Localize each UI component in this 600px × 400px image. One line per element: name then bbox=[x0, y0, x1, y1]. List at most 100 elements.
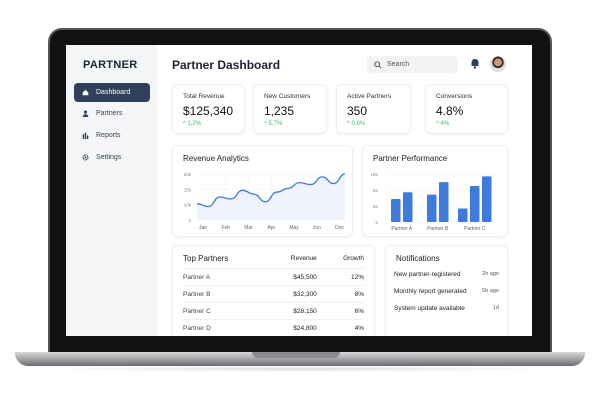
revenue-line-chart: 0 10k 15k 20k Jan Feb Mar Apr May Jun Doc bbox=[184, 172, 346, 231]
partner-name: Partner B bbox=[183, 290, 211, 298]
y-tick-label: 15k bbox=[184, 187, 192, 192]
top-partners-card: Top Partners Revenue Growth Partner A $4… bbox=[172, 245, 375, 336]
chart-title: Revenue Analytics bbox=[183, 154, 249, 163]
kpi-card: Conversions 4.8% ^ 4% bbox=[425, 84, 508, 134]
bar bbox=[439, 182, 449, 222]
home-icon bbox=[82, 89, 89, 96]
column-header-growth: Growth bbox=[343, 255, 365, 262]
kpi-card: Active Partners 350 ^ 0,6% bbox=[336, 84, 411, 134]
page-title: Partner Dashboard bbox=[172, 58, 281, 72]
kpi-label: Active Partners bbox=[347, 93, 392, 100]
laptop-base bbox=[15, 352, 585, 366]
notification-time: 5h ago bbox=[482, 288, 499, 294]
y-tick-label: 100 bbox=[370, 172, 378, 177]
search-placeholder: Search bbox=[387, 61, 410, 68]
bar-chart-icon bbox=[82, 132, 89, 139]
partner-growth: 12% bbox=[351, 273, 365, 281]
partner-revenue: $45,500 bbox=[293, 273, 317, 281]
partner-growth: 6% bbox=[354, 307, 365, 315]
bar bbox=[391, 198, 401, 222]
notification-item[interactable]: New partner-registered 2h ago bbox=[394, 271, 499, 278]
y-tick-label: 20k bbox=[184, 172, 192, 177]
notifications-title: Notifications bbox=[396, 254, 440, 263]
x-tick-label: Apr bbox=[267, 225, 275, 231]
bar bbox=[470, 186, 480, 222]
notification-item[interactable]: Monthly report generated 5h ago bbox=[394, 288, 499, 295]
kpi-delta: ^ 1,2% bbox=[183, 121, 202, 127]
partner-name: Partner D bbox=[183, 324, 211, 332]
revenue-analytics-card: Revenue Analytics 0 10k 15k 20k Jan Feb Mar Apr… bbox=[172, 145, 353, 237]
brand-logo: PARTNER bbox=[83, 59, 138, 71]
y-tick-label: 50 bbox=[373, 204, 379, 209]
partner-name: Partner C bbox=[183, 307, 211, 315]
kpi-value: 4.8% bbox=[436, 104, 464, 118]
bar bbox=[458, 208, 468, 222]
kpi-delta: ^ 4% bbox=[436, 121, 450, 127]
kpi-value: 1,235 bbox=[264, 104, 295, 118]
kpi-card: Total Revenue $125,340 ^ 1,2% bbox=[172, 84, 245, 134]
x-tick-label: Partner A bbox=[391, 226, 413, 232]
kpi-label: Conversions bbox=[436, 93, 473, 100]
sidebar-item-partners[interactable]: Partners bbox=[74, 104, 150, 123]
bar bbox=[482, 176, 492, 222]
kpi-label: New Customers bbox=[264, 93, 311, 100]
bar bbox=[403, 192, 413, 222]
gear-icon bbox=[82, 154, 89, 161]
table-row[interactable]: Partner A $45,500 12% bbox=[183, 268, 364, 285]
bar bbox=[427, 194, 437, 222]
table-title: Top Partners bbox=[183, 254, 229, 263]
kpi-card: New Customers 1,235 ^ 5,7% bbox=[253, 84, 327, 134]
partner-revenue: $28,150 bbox=[293, 307, 317, 315]
sidebar-item-label: Partners bbox=[96, 110, 123, 117]
revenue-line bbox=[196, 173, 346, 208]
partner-performance-card: Partner Performance 0 50 80 100 Partner A Par… bbox=[362, 145, 508, 237]
chart-title: Partner Performance bbox=[373, 154, 448, 163]
notification-text: New partner-registered bbox=[394, 271, 461, 278]
table-row[interactable]: Partner D $24,800 4% bbox=[183, 319, 364, 336]
partner-growth: 8% bbox=[354, 290, 365, 298]
column-header-revenue: Revenue bbox=[290, 255, 317, 262]
search-icon bbox=[374, 60, 382, 69]
sidebar: PARTNER Dashboard Partners Reports Setti… bbox=[66, 45, 157, 336]
kpi-label: Total Revenue bbox=[183, 93, 225, 100]
x-tick-label: Partner B bbox=[427, 226, 449, 232]
y-tick-label: 0 bbox=[375, 220, 378, 225]
x-tick-label: Jun bbox=[313, 225, 321, 231]
table-row[interactable]: Partner B $32,300 8% bbox=[183, 285, 364, 302]
table-header: Top Partners Revenue Growth bbox=[183, 250, 364, 267]
notification-time: 1d bbox=[492, 305, 499, 311]
sidebar-item-settings[interactable]: Settings bbox=[74, 148, 150, 167]
sidebar-item-label: Reports bbox=[96, 132, 121, 139]
laptop-notch bbox=[252, 352, 340, 358]
notifications-card: Notifications New partner-registered 2h … bbox=[385, 245, 508, 336]
table-row[interactable]: Partner C $28,150 6% bbox=[183, 302, 364, 319]
partner-revenue: $32,300 bbox=[293, 290, 317, 298]
sidebar-item-dashboard[interactable]: Dashboard bbox=[74, 83, 150, 102]
search-input[interactable]: Search bbox=[367, 56, 458, 73]
kpi-delta: ^ 5,7% bbox=[264, 121, 283, 127]
y-tick-label: 80 bbox=[373, 188, 379, 193]
screen: PARTNER Dashboard Partners Reports Setti… bbox=[66, 45, 532, 336]
notification-text: Monthly report generated bbox=[394, 288, 467, 295]
x-tick-label: Mar bbox=[244, 225, 253, 231]
user-icon bbox=[82, 110, 89, 117]
x-tick-label: Jan bbox=[199, 225, 207, 231]
partner-name: Partner A bbox=[183, 273, 211, 281]
sidebar-item-reports[interactable]: Reports bbox=[74, 126, 150, 145]
sidebar-item-label: Dashboard bbox=[96, 89, 131, 96]
y-tick-label: 10k bbox=[184, 203, 192, 208]
x-tick-label: May bbox=[289, 225, 299, 231]
partner-bar-chart: 0 50 80 100 Partner A Partner B Partner C bbox=[370, 172, 501, 232]
kpi-value: $125,340 bbox=[183, 104, 234, 118]
kpi-delta: ^ 0,6% bbox=[347, 121, 366, 127]
sidebar-item-label: Settings bbox=[96, 154, 122, 161]
x-tick-label: Doc bbox=[335, 225, 344, 231]
avatar[interactable] bbox=[490, 56, 506, 72]
notification-item[interactable]: System update available 1d bbox=[394, 305, 499, 312]
kpi-value: 350 bbox=[347, 104, 368, 118]
partner-revenue: $24,800 bbox=[293, 324, 317, 332]
y-tick-label: 0 bbox=[188, 218, 191, 223]
x-tick-label: Partner C bbox=[464, 226, 486, 232]
notification-text: System update available bbox=[394, 305, 465, 312]
bell-icon[interactable] bbox=[470, 58, 480, 69]
